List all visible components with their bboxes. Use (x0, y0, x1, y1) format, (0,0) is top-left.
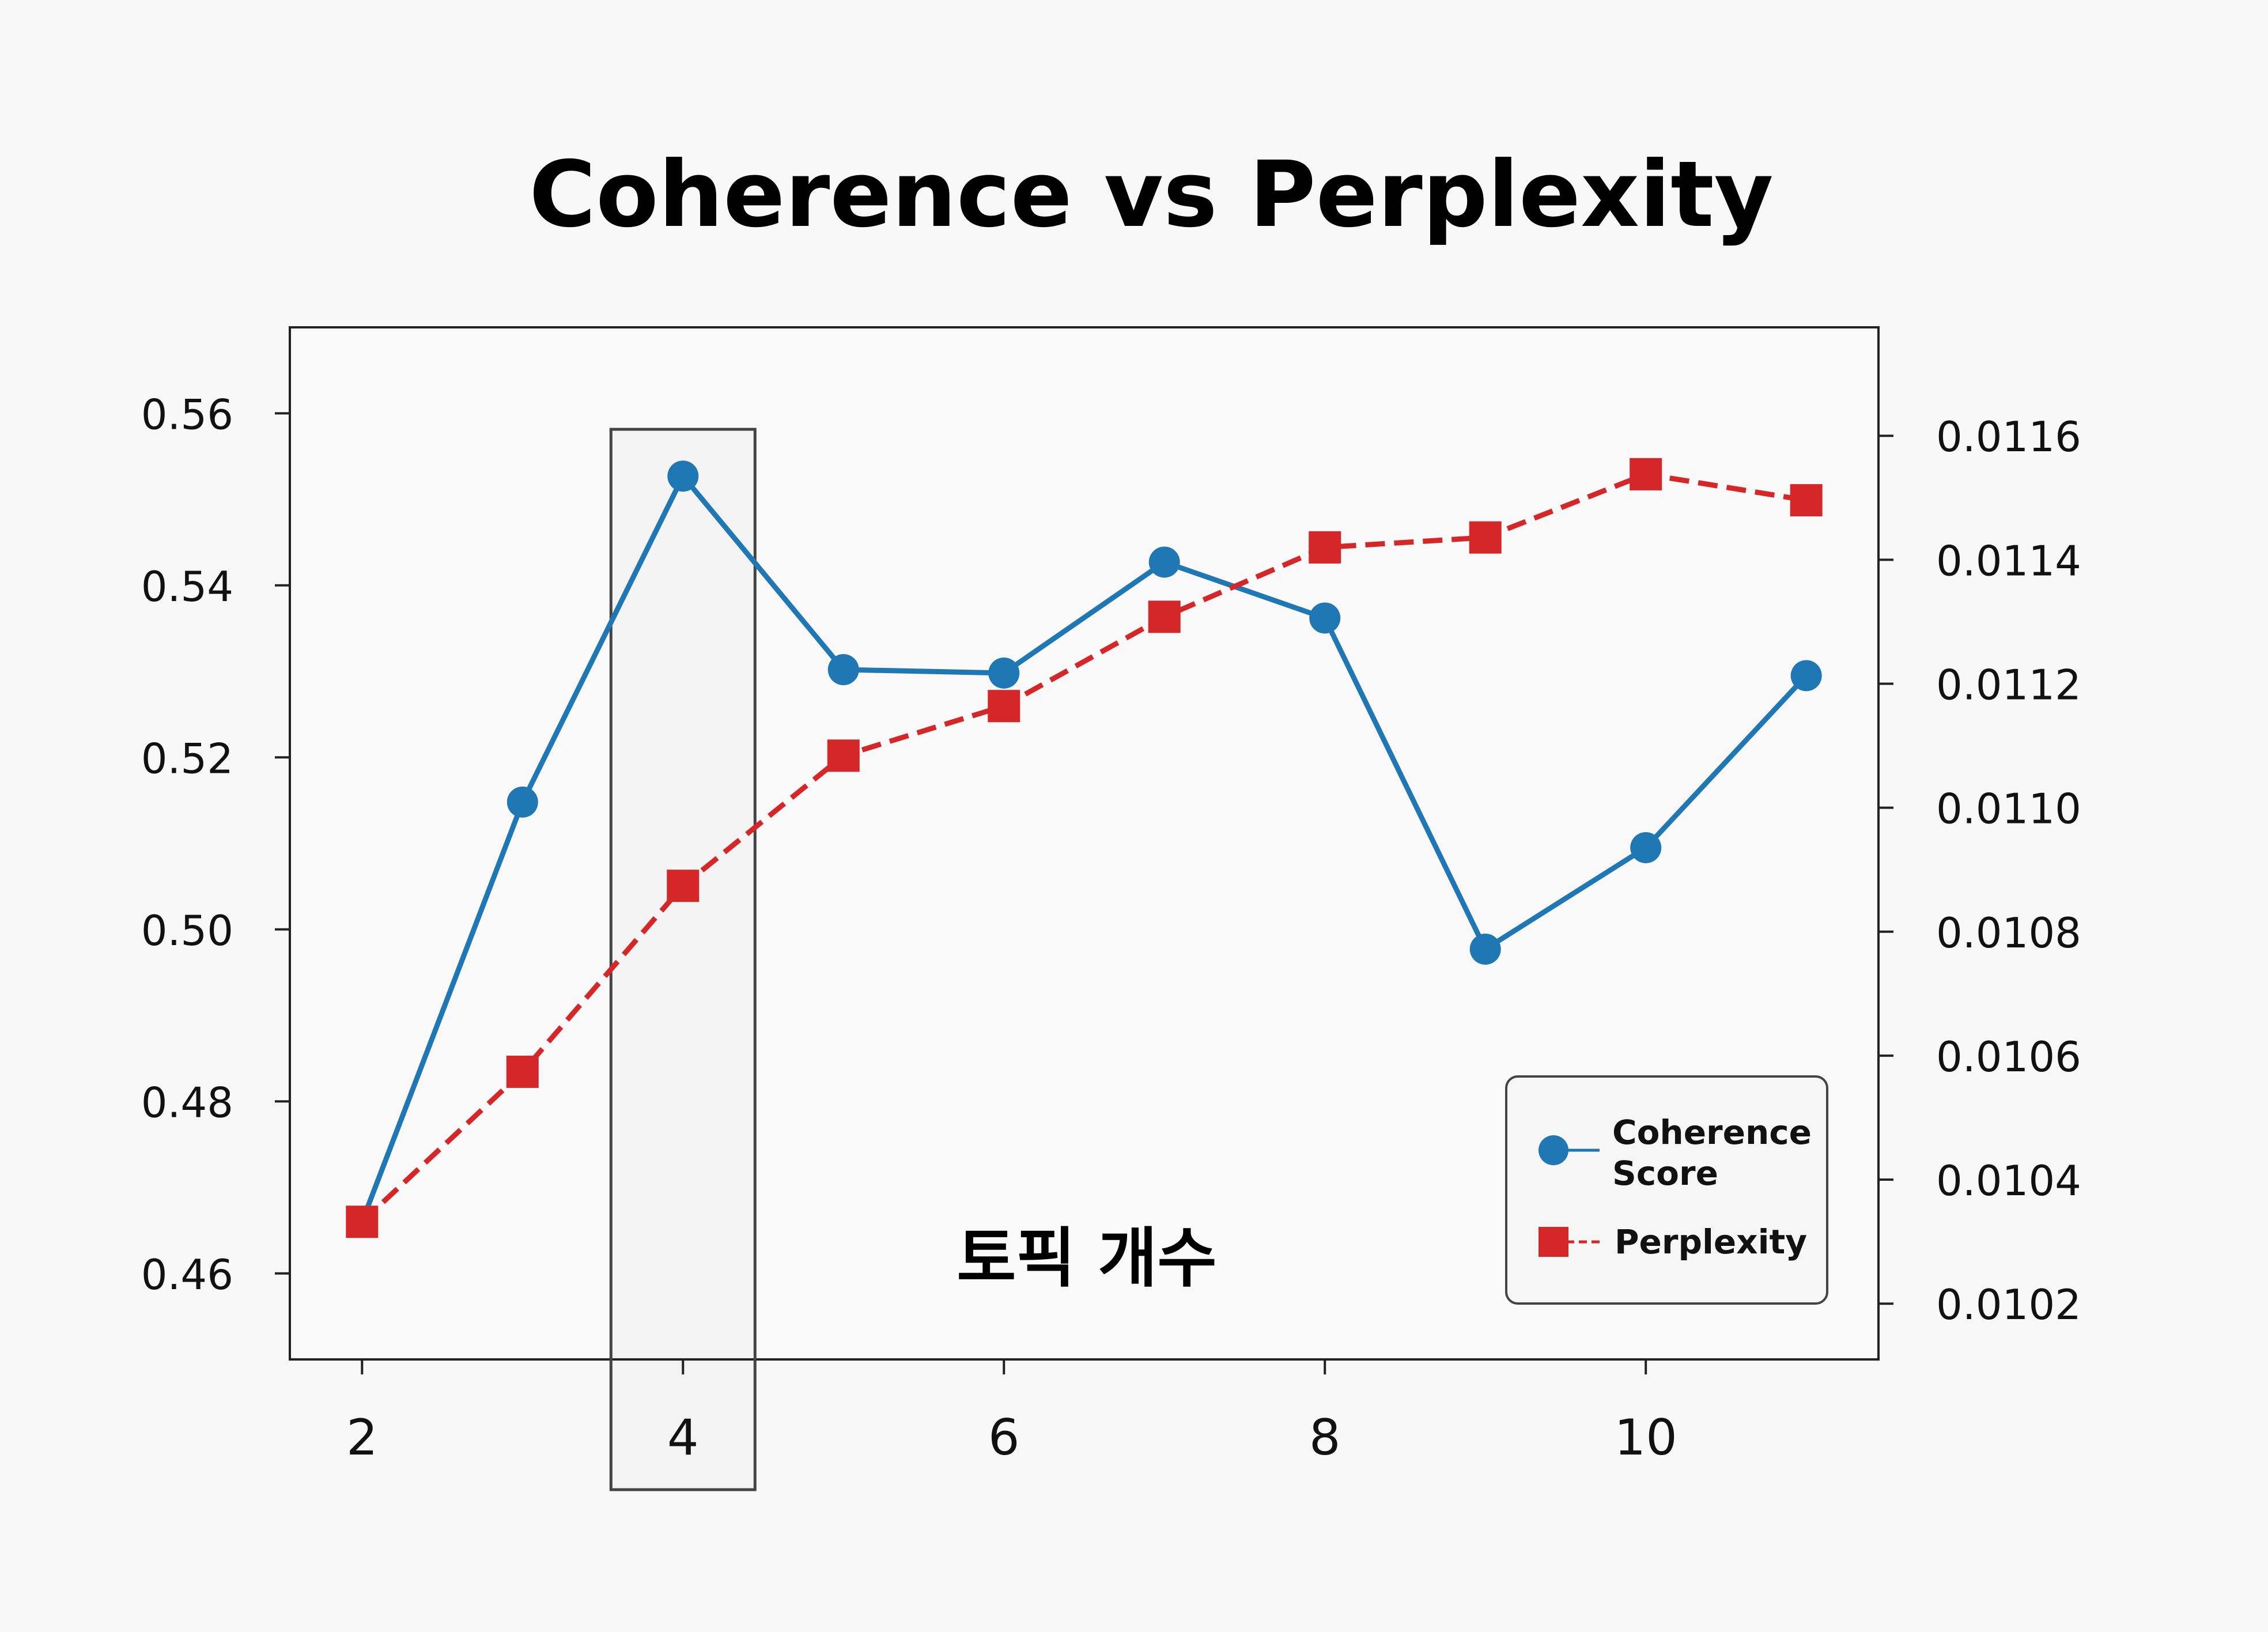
y-right-tick-label: 0.0104 (1936, 1157, 2081, 1205)
y-right-tick-label: 0.0112 (1936, 661, 2081, 709)
coherence-point (827, 654, 859, 686)
x-tick-label: 4 (667, 1409, 699, 1467)
y-left-tick-label: 0.54 (141, 562, 233, 611)
perplexity-point (827, 739, 860, 772)
perplexity-point (1309, 531, 1341, 564)
coherence-point (1630, 832, 1662, 863)
y-right-tick-label: 0.0114 (1936, 537, 2081, 585)
perplexity-point (988, 690, 1020, 723)
perplexity-point (506, 1055, 539, 1088)
coherence-point (1469, 934, 1501, 965)
y-left-tick-label: 0.50 (141, 906, 233, 955)
legend-label-perplexity: Perplexity (1615, 1222, 1807, 1261)
x-tick-label: 8 (1309, 1409, 1341, 1467)
legend-box (1505, 1075, 1828, 1305)
y-left-tick-label: 0.48 (141, 1078, 233, 1127)
chart-title: Coherence vs Perplexity (529, 142, 1773, 248)
x-tick-label: 6 (988, 1409, 1020, 1467)
y-left-tick-label: 0.52 (141, 734, 233, 783)
legend-label-coherence: Coherence Score (1612, 1113, 1812, 1193)
y-right-tick-label: 0.0106 (1936, 1033, 2081, 1081)
y-left-tick-label: 0.46 (141, 1251, 233, 1299)
legend-marker-perplexity (1539, 1227, 1568, 1257)
coherence-point (1148, 546, 1180, 578)
y-left-tick-label: 0.56 (141, 390, 233, 439)
perplexity-point (1630, 458, 1662, 490)
coherence-point (667, 460, 699, 492)
coherence-point (1309, 602, 1341, 634)
perplexity-point (1469, 521, 1502, 554)
y-right-tick-label: 0.0116 (1936, 413, 2081, 461)
legend-marker-coherence (1539, 1135, 1568, 1165)
y-right-tick-label: 0.0102 (1936, 1280, 2081, 1329)
y-right-tick-label: 0.0108 (1936, 909, 2081, 957)
highlight-box (609, 428, 757, 1491)
perplexity-point (1148, 600, 1181, 633)
coherence-point (1790, 660, 1822, 692)
x-tick-label: 2 (346, 1409, 378, 1467)
coherence-point (988, 657, 1020, 689)
x-tick-label: 10 (1614, 1409, 1677, 1467)
x-axis-label: 토픽 개수 (957, 1221, 1216, 1296)
series-line-0 (360, 473, 1808, 1223)
y-right-tick-label: 0.0110 (1936, 785, 2081, 833)
perplexity-point (1790, 484, 1823, 517)
perplexity-point (667, 870, 700, 902)
perplexity-point (346, 1206, 379, 1238)
series-line-1 (360, 471, 1807, 1224)
coherence-point (506, 786, 538, 818)
